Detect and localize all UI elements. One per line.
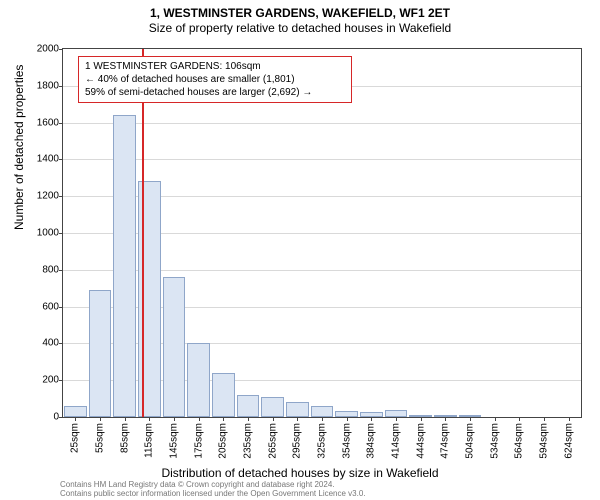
gridline: [63, 159, 581, 160]
xtick-mark: [125, 417, 126, 421]
xtick-mark: [297, 417, 298, 421]
xtick-mark: [347, 417, 348, 421]
xtick-label: 205sqm: [218, 423, 229, 459]
xtick-mark: [396, 417, 397, 421]
xtick-mark: [445, 417, 446, 421]
xtick-label: 384sqm: [366, 423, 377, 459]
xtick-mark: [174, 417, 175, 421]
histogram-bar: [163, 277, 186, 417]
xtick-label: 414sqm: [391, 423, 402, 459]
xtick-label: 235sqm: [243, 423, 254, 459]
xtick-label: 175sqm: [193, 423, 204, 459]
xtick-label: 115sqm: [144, 423, 155, 458]
ytick-label: 800: [42, 264, 59, 275]
histogram-bar: [187, 343, 210, 417]
xtick-label: 474sqm: [440, 423, 451, 459]
ytick-label: 1200: [37, 191, 59, 202]
xtick-mark: [519, 417, 520, 421]
annotation-line: 59% of semi-detached houses are larger (…: [85, 86, 345, 99]
xtick-label: 534sqm: [489, 423, 500, 459]
xtick-label: 25sqm: [70, 423, 81, 453]
property-marker-line: [142, 49, 144, 417]
xtick-mark: [421, 417, 422, 421]
xtick-label: 145sqm: [169, 423, 180, 459]
ytick-label: 1400: [37, 154, 59, 165]
xtick-label: 594sqm: [539, 423, 550, 459]
histogram-chart: 020040060080010001200140016001800200025s…: [62, 48, 582, 418]
ytick-mark: [59, 417, 63, 418]
xtick-mark: [248, 417, 249, 421]
xtick-label: 354sqm: [341, 423, 352, 459]
footer-line-1: Contains HM Land Registry data © Crown c…: [60, 480, 366, 489]
xtick-label: 295sqm: [292, 423, 303, 459]
histogram-bar: [64, 406, 87, 417]
ytick-mark: [59, 196, 63, 197]
annotation-line: ← 40% of detached houses are smaller (1,…: [85, 73, 345, 86]
ytick-mark: [59, 123, 63, 124]
xtick-mark: [470, 417, 471, 421]
histogram-bar: [385, 410, 408, 417]
histogram-bar: [311, 406, 334, 417]
ytick-label: 200: [42, 375, 59, 386]
ytick-mark: [59, 233, 63, 234]
histogram-bar: [261, 397, 284, 417]
histogram-bar: [212, 373, 235, 417]
xtick-label: 504sqm: [465, 423, 476, 459]
xtick-mark: [544, 417, 545, 421]
ytick-mark: [59, 86, 63, 87]
ytick-label: 600: [42, 301, 59, 312]
xtick-mark: [75, 417, 76, 421]
ytick-mark: [59, 380, 63, 381]
histogram-bar: [286, 402, 309, 417]
annotation-line: 1 WESTMINSTER GARDENS: 106sqm: [85, 60, 345, 73]
ytick-mark: [59, 159, 63, 160]
xtick-mark: [322, 417, 323, 421]
xtick-mark: [100, 417, 101, 421]
x-axis-label: Distribution of detached houses by size …: [0, 466, 600, 480]
ytick-label: 0: [53, 412, 59, 423]
chart-subtitle: Size of property relative to detached ho…: [0, 21, 600, 35]
ytick-mark: [59, 307, 63, 308]
xtick-label: 265sqm: [267, 423, 278, 459]
ytick-mark: [59, 49, 63, 50]
xtick-label: 624sqm: [563, 423, 574, 459]
xtick-mark: [371, 417, 372, 421]
ytick-mark: [59, 270, 63, 271]
xtick-mark: [149, 417, 150, 421]
gridline: [63, 123, 581, 124]
ytick-label: 1600: [37, 117, 59, 128]
annotation-box: 1 WESTMINSTER GARDENS: 106sqm← 40% of de…: [78, 56, 352, 103]
histogram-bar: [89, 290, 112, 417]
xtick-label: 325sqm: [317, 423, 328, 459]
xtick-mark: [495, 417, 496, 421]
xtick-label: 564sqm: [514, 423, 525, 459]
ytick-label: 2000: [37, 44, 59, 55]
ytick-label: 1000: [37, 228, 59, 239]
chart-title-block: 1, WESTMINSTER GARDENS, WAKEFIELD, WF1 2…: [0, 0, 600, 35]
footer-attribution: Contains HM Land Registry data © Crown c…: [60, 480, 366, 498]
ytick-label: 1800: [37, 80, 59, 91]
histogram-bar: [237, 395, 260, 417]
y-axis-label: Number of detached properties: [12, 65, 26, 230]
xtick-label: 55sqm: [95, 423, 106, 453]
xtick-mark: [223, 417, 224, 421]
xtick-mark: [273, 417, 274, 421]
chart-title: 1, WESTMINSTER GARDENS, WAKEFIELD, WF1 2…: [0, 6, 600, 20]
xtick-mark: [569, 417, 570, 421]
footer-line-2: Contains public sector information licen…: [60, 489, 366, 498]
xtick-mark: [199, 417, 200, 421]
ytick-label: 400: [42, 338, 59, 349]
xtick-label: 85sqm: [119, 423, 130, 453]
ytick-mark: [59, 343, 63, 344]
histogram-bar: [113, 115, 136, 417]
xtick-label: 444sqm: [415, 423, 426, 459]
